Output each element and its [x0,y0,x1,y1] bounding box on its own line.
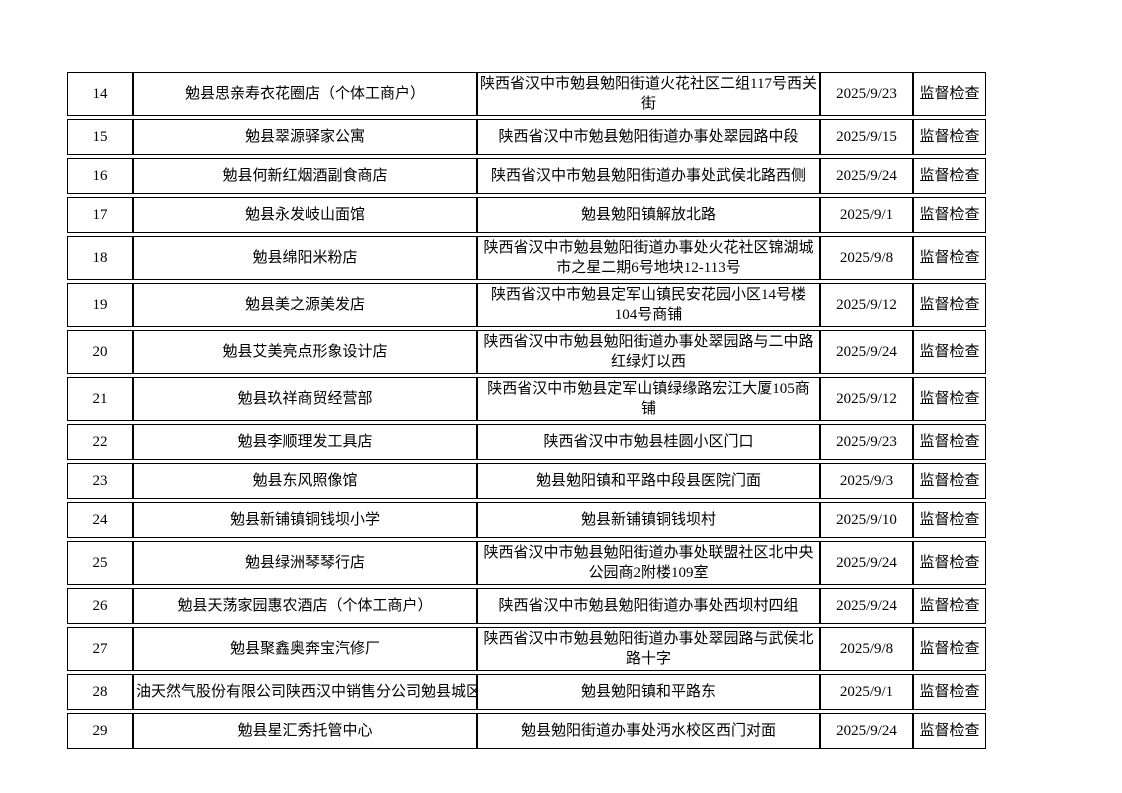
type-cell: 监督检查 [913,541,986,585]
seq-cell: 24 [67,502,133,538]
seq-cell: 22 [67,424,133,460]
seq-cell: 21 [67,377,133,421]
address-cell: 勉县勉阳街道办事处沔水校区西门对面 [477,713,820,749]
inspection-table: 14 勉县思亲寿衣花圈店（个体工商户） 陕西省汉中市勉县勉阳街道火花社区二组11… [67,69,986,752]
address-cell: 勉县勉阳镇和平路中段县医院门面 [477,463,820,499]
name-cell: 勉县艾美亮点形象设计店 [133,330,477,374]
table-row: 18 勉县绵阳米粉店 陕西省汉中市勉县勉阳街道办事处火花社区锦湖城市之星二期6号… [67,236,986,280]
date-cell: 2025/9/3 [820,463,913,499]
address-cell: 陕西省汉中市勉县勉阳街道办事处翠园路与二中路红绿灯以西 [477,330,820,374]
address-cell: 陕西省汉中市勉县勉阳街道办事处翠园路中段 [477,119,820,155]
name-cell: 勉县思亲寿衣花圈店（个体工商户） [133,72,477,116]
type-cell: 监督检查 [913,588,986,624]
name-cell: 勉县李顺理发工具店 [133,424,477,460]
type-cell: 监督检查 [913,197,986,233]
type-cell: 监督检查 [913,424,986,460]
seq-cell: 20 [67,330,133,374]
table-row: 29 勉县星汇秀托管中心 勉县勉阳街道办事处沔水校区西门对面 2025/9/24… [67,713,986,749]
table-row: 26 勉县天荡家园惠农酒店（个体工商户） 陕西省汉中市勉县勉阳街道办事处西坝村四… [67,588,986,624]
type-cell: 监督检查 [913,119,986,155]
address-cell: 陕西省汉中市勉县勉阳街道火花社区二组117号西关街 [477,72,820,116]
type-cell: 监督检查 [913,236,986,280]
type-cell: 监督检查 [913,627,986,671]
type-cell: 监督检查 [913,713,986,749]
table-row: 14 勉县思亲寿衣花圈店（个体工商户） 陕西省汉中市勉县勉阳街道火花社区二组11… [67,72,986,116]
address-cell: 陕西省汉中市勉县勉阳街道办事处火花社区锦湖城市之星二期6号地块12-113号 [477,236,820,280]
date-cell: 2025/9/23 [820,72,913,116]
table-row: 28 油天然气股份有限公司陕西汉中销售分公司勉县城区 勉县勉阳镇和平路东 202… [67,674,986,710]
seq-cell: 25 [67,541,133,585]
seq-cell: 26 [67,588,133,624]
name-cell: 勉县何新红烟酒副食商店 [133,158,477,194]
type-cell: 监督检查 [913,377,986,421]
date-cell: 2025/9/8 [820,236,913,280]
seq-cell: 14 [67,72,133,116]
address-cell: 陕西省汉中市勉县勉阳街道办事处联盟社区北中央公园商2附楼109室 [477,541,820,585]
name-cell: 勉县绵阳米粉店 [133,236,477,280]
seq-cell: 16 [67,158,133,194]
date-cell: 2025/9/24 [820,158,913,194]
seq-cell: 29 [67,713,133,749]
table-row: 16 勉县何新红烟酒副食商店 陕西省汉中市勉县勉阳街道办事处武侯北路西侧 202… [67,158,986,194]
date-cell: 2025/9/15 [820,119,913,155]
type-cell: 监督检查 [913,158,986,194]
address-cell: 陕西省汉中市勉县勉阳街道办事处翠园路与武侯北路十字 [477,627,820,671]
table-row: 23 勉县东风照像馆 勉县勉阳镇和平路中段县医院门面 2025/9/3 监督检查 [67,463,986,499]
address-cell: 勉县新铺镇铜钱坝村 [477,502,820,538]
seq-cell: 19 [67,283,133,327]
name-cell: 勉县天荡家园惠农酒店（个体工商户） [133,588,477,624]
table-row: 15 勉县翠源驿家公寓 陕西省汉中市勉县勉阳街道办事处翠园路中段 2025/9/… [67,119,986,155]
table-row: 24 勉县新铺镇铜钱坝小学 勉县新铺镇铜钱坝村 2025/9/10 监督检查 [67,502,986,538]
type-cell: 监督检查 [913,330,986,374]
table-row: 25 勉县绿洲琴琴行店 陕西省汉中市勉县勉阳街道办事处联盟社区北中央公园商2附楼… [67,541,986,585]
type-cell: 监督检查 [913,72,986,116]
address-cell: 陕西省汉中市勉县桂圆小区门口 [477,424,820,460]
name-cell: 勉县聚鑫奥奔宝汽修厂 [133,627,477,671]
seq-cell: 17 [67,197,133,233]
name-cell: 勉县永发岐山面馆 [133,197,477,233]
name-cell: 勉县新铺镇铜钱坝小学 [133,502,477,538]
table-row: 27 勉县聚鑫奥奔宝汽修厂 陕西省汉中市勉县勉阳街道办事处翠园路与武侯北路十字 … [67,627,986,671]
name-cell: 勉县东风照像馆 [133,463,477,499]
name-cell: 勉县绿洲琴琴行店 [133,541,477,585]
date-cell: 2025/9/10 [820,502,913,538]
address-cell: 陕西省汉中市勉县定军山镇绿缘路宏江大厦105商铺 [477,377,820,421]
table-row: 17 勉县永发岐山面馆 勉县勉阳镇解放北路 2025/9/1 监督检查 [67,197,986,233]
seq-cell: 28 [67,674,133,710]
type-cell: 监督检查 [913,283,986,327]
type-cell: 监督检查 [913,463,986,499]
date-cell: 2025/9/24 [820,330,913,374]
date-cell: 2025/9/23 [820,424,913,460]
table-row: 19 勉县美之源美发店 陕西省汉中市勉县定军山镇民安花园小区14号楼104号商铺… [67,283,986,327]
inspection-table-body: 14 勉县思亲寿衣花圈店（个体工商户） 陕西省汉中市勉县勉阳街道火花社区二组11… [67,72,986,749]
name-cell: 勉县星汇秀托管中心 [133,713,477,749]
name-cell: 勉县美之源美发店 [133,283,477,327]
name-cell: 油天然气股份有限公司陕西汉中销售分公司勉县城区 [133,674,477,710]
name-cell: 勉县玖祥商贸经营部 [133,377,477,421]
date-cell: 2025/9/12 [820,283,913,327]
date-cell: 2025/9/24 [820,541,913,585]
address-cell: 陕西省汉中市勉县勉阳街道办事处西坝村四组 [477,588,820,624]
seq-cell: 27 [67,627,133,671]
date-cell: 2025/9/8 [820,627,913,671]
type-cell: 监督检查 [913,674,986,710]
date-cell: 2025/9/1 [820,197,913,233]
address-cell: 陕西省汉中市勉县勉阳街道办事处武侯北路西侧 [477,158,820,194]
date-cell: 2025/9/24 [820,713,913,749]
table-row: 22 勉县李顺理发工具店 陕西省汉中市勉县桂圆小区门口 2025/9/23 监督… [67,424,986,460]
date-cell: 2025/9/24 [820,588,913,624]
seq-cell: 15 [67,119,133,155]
address-cell: 勉县勉阳镇和平路东 [477,674,820,710]
type-cell: 监督检查 [913,502,986,538]
date-cell: 2025/9/12 [820,377,913,421]
seq-cell: 23 [67,463,133,499]
address-cell: 陕西省汉中市勉县定军山镇民安花园小区14号楼104号商铺 [477,283,820,327]
table-row: 20 勉县艾美亮点形象设计店 陕西省汉中市勉县勉阳街道办事处翠园路与二中路红绿灯… [67,330,986,374]
name-cell: 勉县翠源驿家公寓 [133,119,477,155]
table-row: 21 勉县玖祥商贸经营部 陕西省汉中市勉县定军山镇绿缘路宏江大厦105商铺 20… [67,377,986,421]
address-cell: 勉县勉阳镇解放北路 [477,197,820,233]
date-cell: 2025/9/1 [820,674,913,710]
seq-cell: 18 [67,236,133,280]
